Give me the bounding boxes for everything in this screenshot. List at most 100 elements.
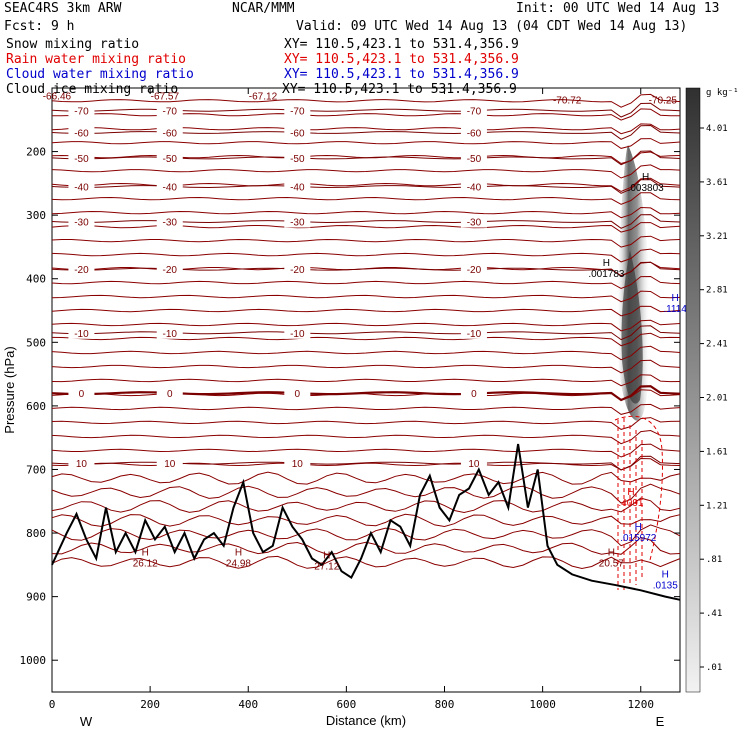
field-cloud-water-name: Cloud water mixing ratio	[6, 67, 194, 82]
contour-label: -50	[467, 154, 482, 165]
valid-time: Valid: 09 UTC Wed 14 Aug 13 (04 CDT Wed …	[296, 19, 687, 34]
contour-label-bg	[156, 387, 183, 400]
contour-label-bg	[284, 326, 311, 339]
colorbar-labels: 4.01 3.61 3.21 2.81 2.41 2.01 1.61 1.21 .81 .41 .0…	[700, 124, 728, 673]
y-tick-label: 300	[26, 209, 46, 222]
temperature-contour-line	[51, 429, 681, 445]
colorbar-label: 4.01	[706, 124, 728, 134]
temperature-contour-line	[51, 513, 681, 528]
extremum-letter: H	[142, 547, 149, 558]
contour-label-bg	[156, 126, 183, 139]
contour-label: -30	[163, 218, 178, 229]
temperature-contour--70	[51, 102, 681, 118]
extremum-value: .0135	[653, 581, 678, 592]
temperature-contour--30	[51, 214, 681, 229]
direction-east: E	[656, 714, 665, 729]
contour-label: -20	[74, 265, 89, 276]
contour-label-bg	[460, 180, 487, 193]
field-rain-name: Rain water mixing ratio	[6, 52, 186, 67]
field-snow-xy: XY= 110.5,423.1 to 531.4,356.9	[284, 37, 519, 52]
colorbar-label: 3.21	[706, 232, 728, 242]
temperature-contour-line	[51, 374, 681, 387]
contour-label: -60	[290, 129, 305, 140]
temperature-contour--50	[51, 150, 681, 166]
field-cloud-ice-name: Cloud ice mixing ratio	[6, 82, 178, 97]
contour-label-bg	[284, 180, 311, 193]
temperature-contour-line	[51, 192, 681, 205]
contour-label-bg	[460, 326, 487, 339]
contour-label-bg	[284, 126, 311, 139]
x-axis-label: Distance (km)	[326, 713, 406, 728]
temperature-contour-line	[51, 483, 681, 504]
contour-label-bg	[284, 215, 311, 228]
axes: 0 200 400 600 800 1000 12002003004005006007008…	[20, 88, 680, 711]
terrain	[51, 443, 681, 601]
contour-label-bg	[460, 457, 487, 470]
extremum-value: .003803	[628, 183, 665, 194]
contour-label-bg	[68, 180, 95, 193]
temperature-contour-line	[51, 417, 681, 430]
temperature-contour-10	[51, 455, 681, 471]
contour-label: -20	[467, 265, 482, 276]
y-tick-label: 400	[26, 273, 46, 286]
contour-extra-label: -70.72	[553, 95, 582, 106]
temperature-contour-line	[51, 305, 681, 317]
contour-label: -60	[74, 129, 89, 140]
contour-label: -30	[74, 218, 89, 229]
contour-label-bg	[68, 457, 95, 470]
contour-label: -60	[163, 129, 178, 140]
contour-label: -20	[163, 265, 178, 276]
field-snow-name: Snow mixing ratio	[6, 37, 139, 52]
temperature-contour-line	[51, 222, 681, 233]
y-tick-label: 500	[26, 336, 46, 349]
contour-label-bg	[460, 126, 487, 139]
temperature-contour-line	[51, 235, 681, 248]
contour-label-bg	[68, 151, 95, 164]
extremum-letter: H	[642, 172, 649, 183]
x-tick-label: 400	[238, 698, 258, 711]
extremum-value: 20.57	[599, 558, 624, 569]
colorbar-label: .41	[706, 609, 722, 619]
extremum-value: .4091	[618, 498, 643, 509]
contour-label-bg	[284, 151, 311, 164]
temperature-contour-line	[51, 359, 681, 374]
contour-label-bg	[156, 151, 183, 164]
contour-label: 0	[167, 389, 173, 400]
contour-label: -50	[290, 154, 305, 165]
extremum-letter: H	[235, 547, 242, 558]
contour-label-bg	[284, 104, 311, 117]
contour-label: -10	[163, 329, 178, 340]
contour-label-bg	[284, 263, 311, 276]
contour-label-bg	[284, 457, 311, 470]
contour-label-bg	[156, 180, 183, 193]
temperature-contour--40	[51, 179, 681, 194]
colorbar-label: 1.21	[706, 501, 728, 511]
temperature-contour-line	[51, 93, 681, 108]
contour-label-bg	[460, 215, 487, 228]
extremum-letter: H	[627, 487, 634, 498]
temperature-contour-line	[51, 555, 681, 570]
y-axis-label: Pressure (hPa)	[2, 346, 17, 433]
contour-label-bg	[284, 387, 311, 400]
x-tick-label: 200	[140, 698, 160, 711]
extremum-value: .001783	[588, 269, 625, 280]
forecast-hour: Fcst: 9 h	[4, 19, 74, 34]
temperature-contour-line	[51, 403, 681, 415]
temperature-contour-line	[51, 138, 681, 149]
init-time: Init: 00 UTC Wed 14 Aug 13	[516, 1, 720, 16]
colorbar-label: .01	[706, 663, 722, 673]
x-tick-label: 1000	[529, 698, 556, 711]
y-tick-label: 200	[26, 146, 46, 159]
extremum-value: 24.98	[226, 558, 251, 569]
y-tick-label: 1000	[20, 654, 47, 667]
contour-label: -10	[467, 329, 482, 340]
contour-label: -20	[290, 265, 305, 276]
colorbar	[685, 87, 701, 693]
contour-extra-label: -67.57	[151, 92, 180, 103]
contour-label: -40	[467, 183, 482, 194]
contour-label: -40	[74, 183, 89, 194]
colorbar-label: 1.61	[706, 447, 728, 457]
y-tick-label: 700	[26, 463, 46, 476]
contour-label-bg	[68, 215, 95, 228]
field-rain-xy: XY= 110.5,423.1 to 531.4,356.9	[284, 52, 519, 67]
